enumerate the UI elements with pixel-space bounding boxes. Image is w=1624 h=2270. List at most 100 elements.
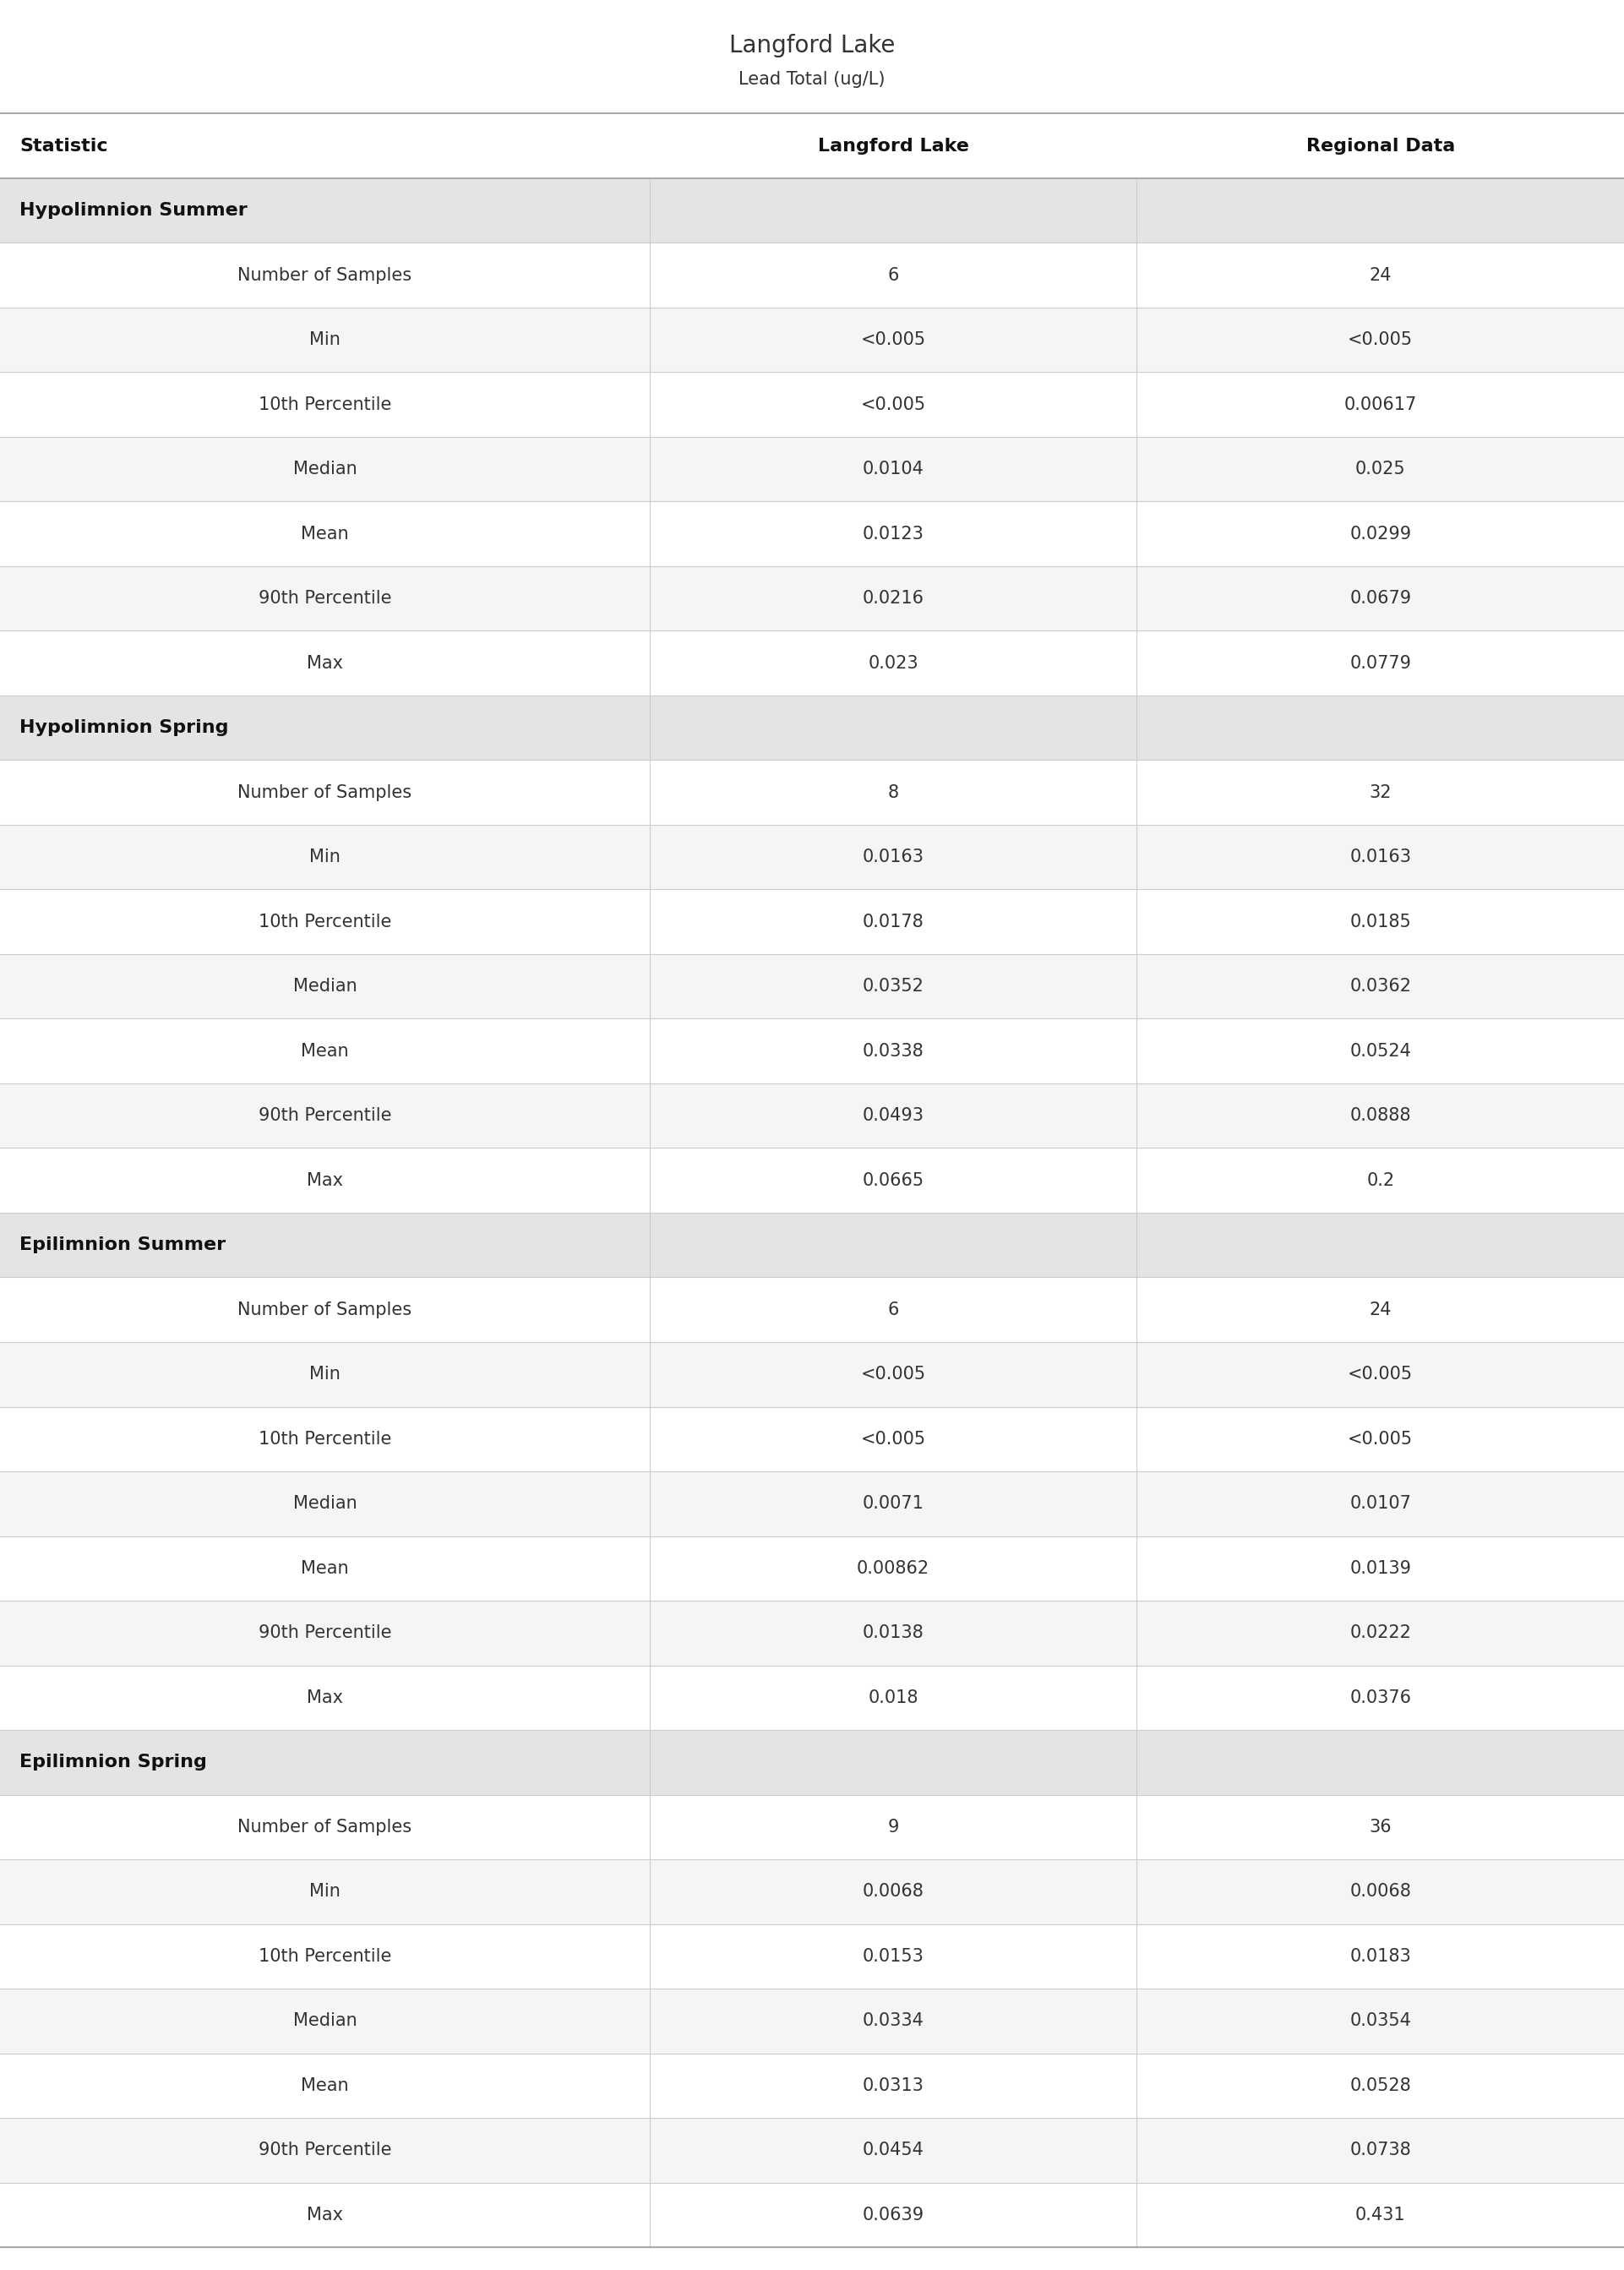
Text: 90th Percentile: 90th Percentile bbox=[258, 1108, 391, 1124]
Text: 0.018: 0.018 bbox=[869, 1689, 918, 1707]
Bar bbox=[0, 1019, 1624, 1083]
Text: Max: Max bbox=[307, 654, 343, 672]
Text: Mean: Mean bbox=[300, 1559, 349, 1578]
Text: Langford Lake: Langford Lake bbox=[729, 34, 895, 57]
Text: Number of Samples: Number of Samples bbox=[237, 1818, 412, 1836]
Text: 0.0107: 0.0107 bbox=[1350, 1496, 1411, 1512]
Bar bbox=[0, 114, 1624, 177]
Bar bbox=[0, 2118, 1624, 2184]
Text: 9: 9 bbox=[888, 1818, 898, 1836]
Text: 0.0362: 0.0362 bbox=[1350, 978, 1411, 994]
Text: 0.0376: 0.0376 bbox=[1350, 1689, 1411, 1707]
Bar bbox=[0, 2054, 1624, 2118]
Bar bbox=[0, 953, 1624, 1019]
Text: 0.0071: 0.0071 bbox=[862, 1496, 924, 1512]
Bar bbox=[0, 177, 1624, 243]
Text: 0.0068: 0.0068 bbox=[862, 1884, 924, 1900]
Text: 0.2: 0.2 bbox=[1366, 1171, 1395, 1189]
Text: <0.005: <0.005 bbox=[1348, 1367, 1413, 1382]
Text: <0.005: <0.005 bbox=[861, 1367, 926, 1382]
Text: <0.005: <0.005 bbox=[861, 1430, 926, 1448]
Bar bbox=[0, 1407, 1624, 1471]
Text: Median: Median bbox=[292, 978, 357, 994]
Text: 0.0665: 0.0665 bbox=[862, 1171, 924, 1189]
Text: 0.0639: 0.0639 bbox=[862, 2206, 924, 2222]
Bar bbox=[0, 1342, 1624, 1407]
Text: 0.0178: 0.0178 bbox=[862, 913, 924, 931]
Text: 0.025: 0.025 bbox=[1354, 461, 1406, 477]
Bar bbox=[0, 824, 1624, 890]
Bar bbox=[0, 1278, 1624, 1342]
Text: Statistic: Statistic bbox=[19, 138, 107, 154]
Text: Number of Samples: Number of Samples bbox=[237, 1301, 412, 1319]
Bar bbox=[0, 1859, 1624, 1925]
Text: 0.0153: 0.0153 bbox=[862, 1948, 924, 1966]
Text: 0.0185: 0.0185 bbox=[1350, 913, 1411, 931]
Text: 6: 6 bbox=[888, 1301, 898, 1319]
Text: Hypolimnion Summer: Hypolimnion Summer bbox=[19, 202, 247, 218]
Text: 0.0139: 0.0139 bbox=[1350, 1559, 1411, 1578]
Text: 0.0779: 0.0779 bbox=[1350, 654, 1411, 672]
Text: 10th Percentile: 10th Percentile bbox=[258, 1948, 391, 1966]
Text: 0.00617: 0.00617 bbox=[1345, 395, 1416, 413]
Text: Median: Median bbox=[292, 461, 357, 477]
Text: 0.0163: 0.0163 bbox=[1350, 849, 1411, 865]
Bar bbox=[0, 1471, 1624, 1537]
Text: 0.431: 0.431 bbox=[1354, 2206, 1406, 2222]
Text: Mean: Mean bbox=[300, 1042, 349, 1060]
Bar bbox=[0, 695, 1624, 760]
Text: 10th Percentile: 10th Percentile bbox=[258, 1430, 391, 1448]
Text: Median: Median bbox=[292, 1496, 357, 1512]
Text: 32: 32 bbox=[1369, 783, 1392, 801]
Text: <0.005: <0.005 bbox=[861, 331, 926, 347]
Text: 0.0222: 0.0222 bbox=[1350, 1625, 1411, 1641]
Text: 0.0183: 0.0183 bbox=[1350, 1948, 1411, 1966]
Text: 6: 6 bbox=[888, 266, 898, 284]
Bar bbox=[0, 1537, 1624, 1600]
Text: Min: Min bbox=[309, 849, 341, 865]
Text: 0.00862: 0.00862 bbox=[857, 1559, 929, 1578]
Text: 90th Percentile: 90th Percentile bbox=[258, 590, 391, 606]
Text: Min: Min bbox=[309, 1367, 341, 1382]
Text: Max: Max bbox=[307, 1171, 343, 1189]
Text: 10th Percentile: 10th Percentile bbox=[258, 395, 391, 413]
Text: 0.0524: 0.0524 bbox=[1350, 1042, 1411, 1060]
Text: <0.005: <0.005 bbox=[861, 395, 926, 413]
Text: 0.0123: 0.0123 bbox=[862, 524, 924, 543]
Bar bbox=[0, 1925, 1624, 1989]
Text: Mean: Mean bbox=[300, 2077, 349, 2095]
Text: 10th Percentile: 10th Percentile bbox=[258, 913, 391, 931]
Text: 90th Percentile: 90th Percentile bbox=[258, 2143, 391, 2159]
Text: Langford Lake: Langford Lake bbox=[817, 138, 970, 154]
Text: 0.0299: 0.0299 bbox=[1350, 524, 1411, 543]
Text: Regional Data: Regional Data bbox=[1306, 138, 1455, 154]
Text: Number of Samples: Number of Samples bbox=[237, 783, 412, 801]
Text: 0.0528: 0.0528 bbox=[1350, 2077, 1411, 2095]
Text: 0.0354: 0.0354 bbox=[1350, 2013, 1411, 2029]
Text: 90th Percentile: 90th Percentile bbox=[258, 1625, 391, 1641]
Text: Epilimnion Spring: Epilimnion Spring bbox=[19, 1755, 206, 1771]
Text: 0.0138: 0.0138 bbox=[862, 1625, 924, 1641]
Bar bbox=[0, 243, 1624, 306]
Text: Lead Total (ug/L): Lead Total (ug/L) bbox=[739, 70, 885, 89]
Text: 0.023: 0.023 bbox=[867, 654, 919, 672]
Bar bbox=[0, 1600, 1624, 1666]
Text: 0.0068: 0.0068 bbox=[1350, 1884, 1411, 1900]
Text: 0.0738: 0.0738 bbox=[1350, 2143, 1411, 2159]
Bar bbox=[0, 1730, 1624, 1796]
Text: 0.0454: 0.0454 bbox=[862, 2143, 924, 2159]
Text: Epilimnion Summer: Epilimnion Summer bbox=[19, 1237, 226, 1253]
Bar bbox=[0, 565, 1624, 631]
Bar bbox=[0, 1989, 1624, 2054]
Text: Min: Min bbox=[309, 1884, 341, 1900]
Text: Median: Median bbox=[292, 2013, 357, 2029]
Text: Max: Max bbox=[307, 2206, 343, 2222]
Text: <0.005: <0.005 bbox=[1348, 1430, 1413, 1448]
Text: Mean: Mean bbox=[300, 524, 349, 543]
Text: 24: 24 bbox=[1369, 266, 1392, 284]
Text: 0.0679: 0.0679 bbox=[1350, 590, 1411, 606]
Bar bbox=[0, 1666, 1624, 1730]
Text: 0.0338: 0.0338 bbox=[862, 1042, 924, 1060]
Text: <0.005: <0.005 bbox=[1348, 331, 1413, 347]
Text: 0.0163: 0.0163 bbox=[862, 849, 924, 865]
